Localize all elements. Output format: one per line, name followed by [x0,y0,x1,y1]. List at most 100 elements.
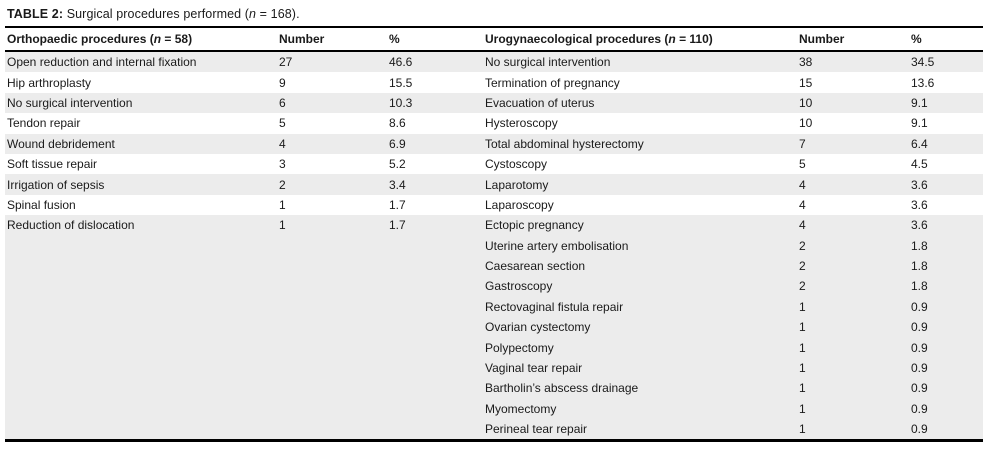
right-number-cell: 1 [799,361,806,376]
table-container: TABLE 2: Surgical procedures performed (… [5,0,983,443]
left-procedure-cell: Wound debridement [7,136,115,151]
left-number-cell: 27 [279,55,293,70]
left-percent-cell: 10.3 [389,95,413,110]
right-number-cell: 15 [799,75,813,90]
table-row: Bartholin’s abscess drainage 1 0.9 [5,378,983,399]
left-number-cell [277,378,387,398]
left-number-cell: 5 [279,116,286,131]
header-orthopaedic-n: n [153,32,162,46]
right-percent-cell: 9.1 [911,95,928,110]
left-percent-cell: 1.7 [389,218,406,233]
header-number-right: Number [797,28,909,52]
table-row: Ovarian cystectomy 1 0.9 [5,317,983,338]
right-percent-cell: 0.9 [911,320,928,335]
header-orthopaedic-pre: Orthopaedic procedures ( [7,32,154,46]
right-number-cell: 1 [799,340,806,355]
left-percent-cell: 15.5 [389,75,413,90]
left-number-cell [277,358,387,378]
right-procedure-cell: Vaginal tear repair [485,361,583,376]
right-number-cell: 1 [799,299,806,314]
table-row: Hip arthroplasty 9 15.5 Termination of preg… [5,72,983,93]
left-procedure-cell [5,256,277,276]
header-percent-right: % [909,28,983,52]
table-row: Vaginal tear repair 1 0.9 [5,357,983,379]
right-number-cell: 5 [799,157,806,172]
right-percent-cell: 34.5 [911,55,935,70]
right-procedure-cell: Caesarean section [485,259,586,274]
table-row: Perineal tear repair 1 0.9 [5,419,983,441]
left-procedure-cell [5,276,277,296]
table-caption-suffix: = 168). [256,7,300,21]
left-percent-cell [387,337,483,357]
right-number-cell: 1 [799,401,806,416]
left-percent-cell [387,317,483,337]
right-percent-cell: 6.4 [911,136,928,151]
left-procedure-cell [5,399,277,419]
right-procedure-cell: No surgical intervention [485,55,611,70]
left-percent-cell [387,419,483,441]
left-procedure-cell: Reduction of dislocation [7,218,135,233]
right-percent-cell: 0.9 [911,340,928,355]
right-procedure-cell: Polypectomy [485,340,554,355]
left-number-cell: 3 [279,157,286,172]
left-number-cell [277,419,387,441]
table-caption-tag: TABLE 2: [7,7,64,21]
right-number-cell: 10 [799,95,813,110]
right-number-cell: 4 [799,218,806,233]
table-row: Spinal fusion 1 1.7 Laparoscopy 4 3.6 [5,194,983,216]
left-percent-cell: 5.2 [389,157,406,172]
right-procedure-cell: Cystoscopy [485,157,548,172]
right-procedure-cell: Perineal tear repair [485,422,588,437]
left-procedure-cell: Open reduction and internal fixation [7,55,197,70]
right-percent-cell: 0.9 [911,299,928,314]
right-number-cell: 1 [799,320,806,335]
left-procedure-cell: Soft tissue repair [7,157,98,172]
table-row: No surgical intervention 6 10.3 Evacuation … [5,92,983,114]
header-urogynaecological-procedures: Urogynaecological procedures (n = 110) [483,28,797,52]
right-percent-cell: 1.8 [911,238,928,253]
right-percent-cell: 0.9 [911,422,928,437]
left-number-cell [277,276,387,296]
right-percent-cell: 4.5 [911,157,928,172]
left-percent-cell [387,358,483,378]
left-procedure-cell [5,378,277,398]
left-percent-cell: 6.9 [389,136,406,151]
table-body: Open reduction and internal fixation 27 46… [5,51,983,441]
right-procedure-cell: Hysteroscopy [485,116,558,131]
table-row: Soft tissue repair 3 5.2 Cystoscopy 5 4.5 [5,153,983,175]
right-number-cell: 2 [799,259,806,274]
left-percent-cell: 8.6 [389,116,406,131]
right-number-cell: 2 [799,279,806,294]
right-percent-cell: 0.9 [911,361,928,376]
right-number-cell: 1 [799,422,806,437]
right-percent-cell: 3.6 [911,197,928,212]
right-procedure-cell: Total abdominal hysterectomy [485,136,644,151]
left-procedure-cell: No surgical intervention [7,95,133,110]
left-procedure-cell [5,317,277,337]
table-header-row: Orthopaedic procedures (n = 58) Number %… [5,28,983,52]
left-procedure-cell: Hip arthroplasty [7,75,92,90]
left-percent-cell: 3.4 [389,177,406,192]
header-percent-left: % [387,28,483,52]
left-percent-cell [387,276,483,296]
left-number-cell: 6 [279,95,286,110]
left-procedure-cell [5,337,277,357]
table-row: Open reduction and internal fixation 27 46… [5,51,983,73]
table-row: Polypectomy 1 0.9 [5,337,983,358]
header-number-left: Number [277,28,387,52]
left-number-cell: 1 [279,218,286,233]
left-percent-cell [387,297,483,317]
left-procedure-cell: Irrigation of sepsis [7,177,105,192]
right-percent-cell: 1.8 [911,279,928,294]
right-procedure-cell: Laparoscopy [485,197,554,212]
right-procedure-cell: Ectopic pregnancy [485,218,584,233]
left-number-cell [277,236,387,256]
table-row: Tendon repair 5 8.6 Hysteroscopy 10 9.1 [5,113,983,134]
left-percent-cell [387,236,483,256]
right-number-cell: 4 [799,197,806,212]
right-procedure-cell: Rectovaginal fistula repair [485,299,624,314]
right-procedure-cell: Ovarian cystectomy [485,320,591,335]
header-urogyn-pre: Urogynaecological procedures ( [485,32,669,46]
left-percent-cell: 46.6 [389,55,413,70]
